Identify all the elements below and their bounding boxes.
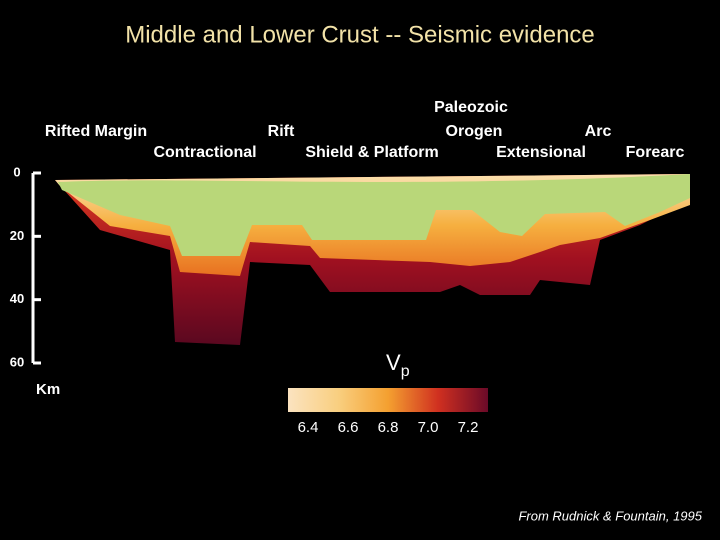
region-label: Arc bbox=[585, 123, 612, 140]
region-label: Shield & Platform bbox=[305, 144, 438, 161]
tick-label: 6.8 bbox=[378, 419, 399, 436]
region-label: Paleozoic bbox=[434, 99, 508, 116]
cross-section bbox=[55, 174, 690, 345]
upper-crust bbox=[58, 174, 690, 256]
tick-label: 20 bbox=[10, 228, 24, 243]
region-label: Extensional bbox=[496, 144, 586, 161]
tick-label: 0 bbox=[13, 164, 20, 179]
tick-label: 7.2 bbox=[458, 419, 479, 436]
region-label: Orogen bbox=[446, 123, 503, 140]
axis-unit: Km bbox=[36, 381, 60, 398]
tick-label: 60 bbox=[10, 354, 24, 369]
color-bar bbox=[288, 388, 488, 412]
subscript: p bbox=[401, 363, 410, 380]
region-label: Rifted Margin bbox=[45, 123, 147, 140]
symbol: V bbox=[386, 350, 401, 375]
scale-title: Vp bbox=[386, 350, 410, 380]
depth-axis: Km 0 20 40 60 bbox=[10, 164, 60, 398]
region-labels: Paleozoic Rifted Margin Rift Orogen Arc … bbox=[45, 99, 685, 161]
region-label: Rift bbox=[268, 123, 295, 140]
credit: From Rudnick & Fountain, 1995 bbox=[518, 508, 702, 523]
velocity-scale: Vp 6.4 6.6 6.8 7.0 7.2 bbox=[288, 350, 488, 436]
region-label: Forearc bbox=[626, 144, 685, 161]
title: Middle and Lower Crust -- Seismic eviden… bbox=[125, 21, 595, 48]
region-label: Contractional bbox=[153, 144, 256, 161]
tick-label: 6.4 bbox=[298, 419, 319, 436]
tick-label: 6.6 bbox=[338, 419, 359, 436]
tick-label: 7.0 bbox=[418, 419, 439, 436]
tick-label: 40 bbox=[10, 291, 24, 306]
